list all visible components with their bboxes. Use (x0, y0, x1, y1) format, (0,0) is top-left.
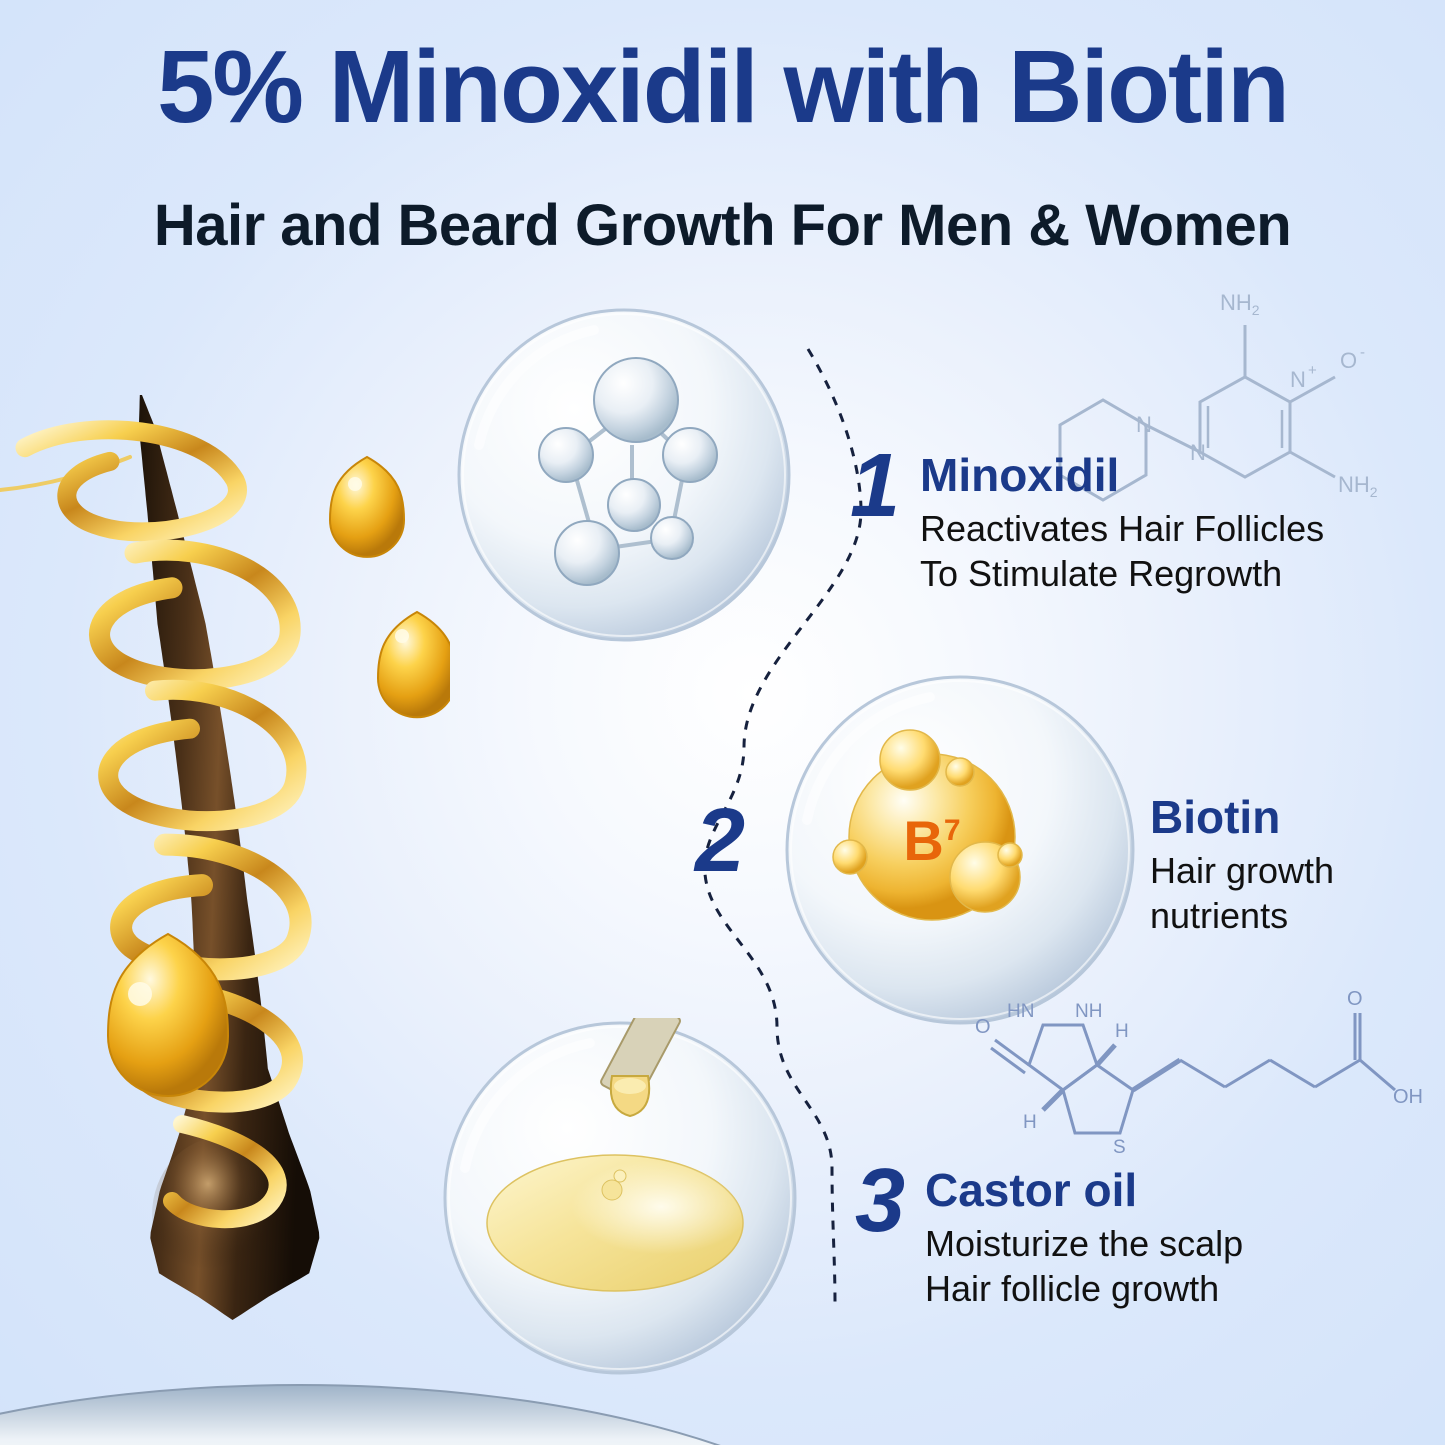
svg-text:OH: OH (1393, 1086, 1423, 1108)
svg-text:HN: HN (1007, 1001, 1034, 1022)
svg-text:N: N (1290, 367, 1306, 392)
svg-text:H: H (1115, 1021, 1129, 1042)
svg-text:O: O (975, 1016, 991, 1038)
svg-text:N: N (1136, 412, 1152, 437)
svg-text:S: S (1113, 1137, 1126, 1158)
svg-text:NH: NH (1075, 1001, 1102, 1022)
svg-text:+: + (1308, 362, 1317, 379)
svg-text:O: O (1340, 348, 1357, 373)
svg-text:H: H (1023, 1112, 1037, 1133)
svg-text:O: O (1347, 988, 1363, 1010)
svg-text:-: - (1360, 344, 1365, 361)
svg-text:NH2: NH2 (1220, 290, 1260, 318)
